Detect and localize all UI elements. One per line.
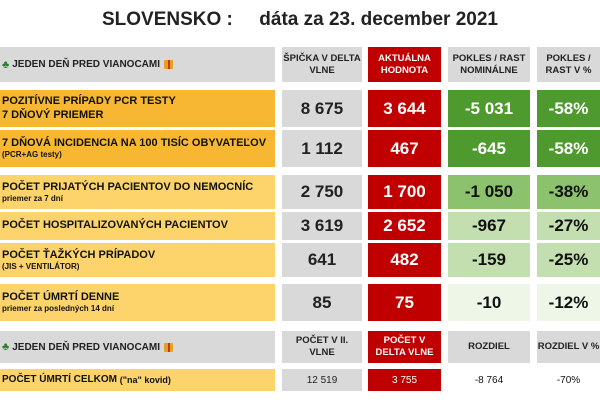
row-label-admissions: POČET PRIJATÝCH PACIENTOV DO NEMOCNÍC pri… <box>0 175 275 209</box>
row-sublabel-text: priemer za posledných 14 dní <box>2 304 115 314</box>
peak-value: 3 619 <box>282 212 362 240</box>
pct-change: -58% <box>537 130 600 167</box>
col-header-diff: ROZDIEL <box>448 331 530 363</box>
pct-change: -58% <box>537 90 600 127</box>
row-label-text: POČET HOSPITALIZOVANÝCH PACIENTOV <box>2 219 228 232</box>
nominal-change: -159 <box>448 243 530 277</box>
nominal-change: -967 <box>448 212 530 240</box>
col-header-nominal: POKLES / RAST NOMINÁLNE <box>448 47 530 82</box>
christmas-tree-icon: ♣ <box>2 58 10 71</box>
section1-label: JEDEN DEŇ PRED VIANOCAMI <box>12 59 161 70</box>
row-label-deaths-total: POČET ÚMRTÍ CELKOM ("na" kovid) <box>0 369 275 391</box>
section2-header: ♣ JEDEN DEŇ PRED VIANOCAMI <box>0 331 275 363</box>
row-label-text: POZITÍVNE PRÍPADY PCR TESTY <box>2 95 176 108</box>
page-title: SLOVENSKO : dáta za 23. december 2021 <box>0 0 600 40</box>
title-date: dáta za 23. december 2021 <box>259 9 498 30</box>
nominal-change: -1 050 <box>448 175 530 209</box>
col-header-peak: ŠPIČKA V DELTA VLNE <box>282 47 362 82</box>
col-header-wave2: POČET V II. VLNE <box>282 331 362 363</box>
pct-change: -38% <box>537 175 600 209</box>
gift-icon <box>164 60 174 69</box>
row-sublabel-text: (PCR+AG testy) <box>2 150 62 160</box>
row-label-text: POČET ÚMRTÍ DENNE <box>2 291 120 304</box>
current-value: 2 652 <box>368 212 441 240</box>
row-label-hospitalized: POČET HOSPITALIZOVANÝCH PACIENTOV <box>0 212 275 240</box>
row-label-text: POČET PRIJATÝCH PACIENTOV DO NEMOCNÍC <box>2 180 254 193</box>
nominal-change: -645 <box>448 130 530 167</box>
title-country: SLOVENSKO : <box>101 9 233 30</box>
row-sublabel-text: priemer za 7 dní <box>2 193 63 203</box>
row-label-deaths-daily: POČET ÚMRTÍ DENNE priemer za posledných 1… <box>0 284 275 321</box>
row-label-text: POČET ŤAŽKÝCH PRÍPADOV <box>2 248 156 261</box>
section1-header: ♣ JEDEN DEŇ PRED VIANOCAMI <box>0 47 275 82</box>
current-value: 1 700 <box>368 175 441 209</box>
col-header-pct: POKLES / RAST V % <box>537 47 600 82</box>
peak-value: 2 750 <box>282 175 362 209</box>
pct-change: -25% <box>537 243 600 277</box>
gift-icon <box>164 342 174 352</box>
col-header-delta: POČET V DELTA VLNE <box>368 331 441 363</box>
col-header-current: AKTUÁLNA HODNOTA <box>368 47 441 82</box>
nominal-change: -10 <box>448 284 530 321</box>
peak-value: 8 675 <box>282 90 362 127</box>
diff-pct-value: -70% <box>537 369 600 391</box>
wave2-value: 12 519 <box>282 369 362 391</box>
row-sublabel-text: 7 DŇOVÝ PRIEMER <box>2 108 104 121</box>
pct-change: -27% <box>537 212 600 240</box>
christmas-tree-icon: ♣ <box>2 341 10 353</box>
col-header-diff-pct: ROZDIEL V % <box>537 331 600 363</box>
row-label-pcr: POZITÍVNE PRÍPADY PCR TESTY 7 DŇOVÝ PRIEM… <box>0 90 275 127</box>
row-label-severe: POČET ŤAŽKÝCH PRÍPADOV (JIS + VENTILÁTOR) <box>0 243 275 277</box>
row-label-text: 7 DŇOVÁ INCIDENCIA NA 100 TISÍC OBYVATEĽ… <box>2 137 267 150</box>
current-value: 467 <box>368 130 441 167</box>
nominal-change: -5 031 <box>448 90 530 127</box>
row-label-incidence: 7 DŇOVÁ INCIDENCIA NA 100 TISÍC OBYVATEĽ… <box>0 130 275 167</box>
pct-change: -12% <box>537 284 600 321</box>
current-value: 3 644 <box>368 90 441 127</box>
peak-value: 641 <box>282 243 362 277</box>
delta-value: 3 755 <box>368 369 441 391</box>
row-sublabel-text: (JIS + VENTILÁTOR) <box>2 261 80 271</box>
peak-value: 85 <box>282 284 362 321</box>
diff-value: -8 764 <box>448 369 530 391</box>
current-value: 482 <box>368 243 441 277</box>
row-label-text: POČET ÚMRTÍ CELKOM <box>2 374 117 385</box>
peak-value: 1 112 <box>282 130 362 167</box>
current-value: 75 <box>368 284 441 321</box>
row-sublabel-text: ("na" kovid) <box>119 374 171 385</box>
section2-label: JEDEN DEŇ PRED VIANOCAMI <box>12 341 161 353</box>
